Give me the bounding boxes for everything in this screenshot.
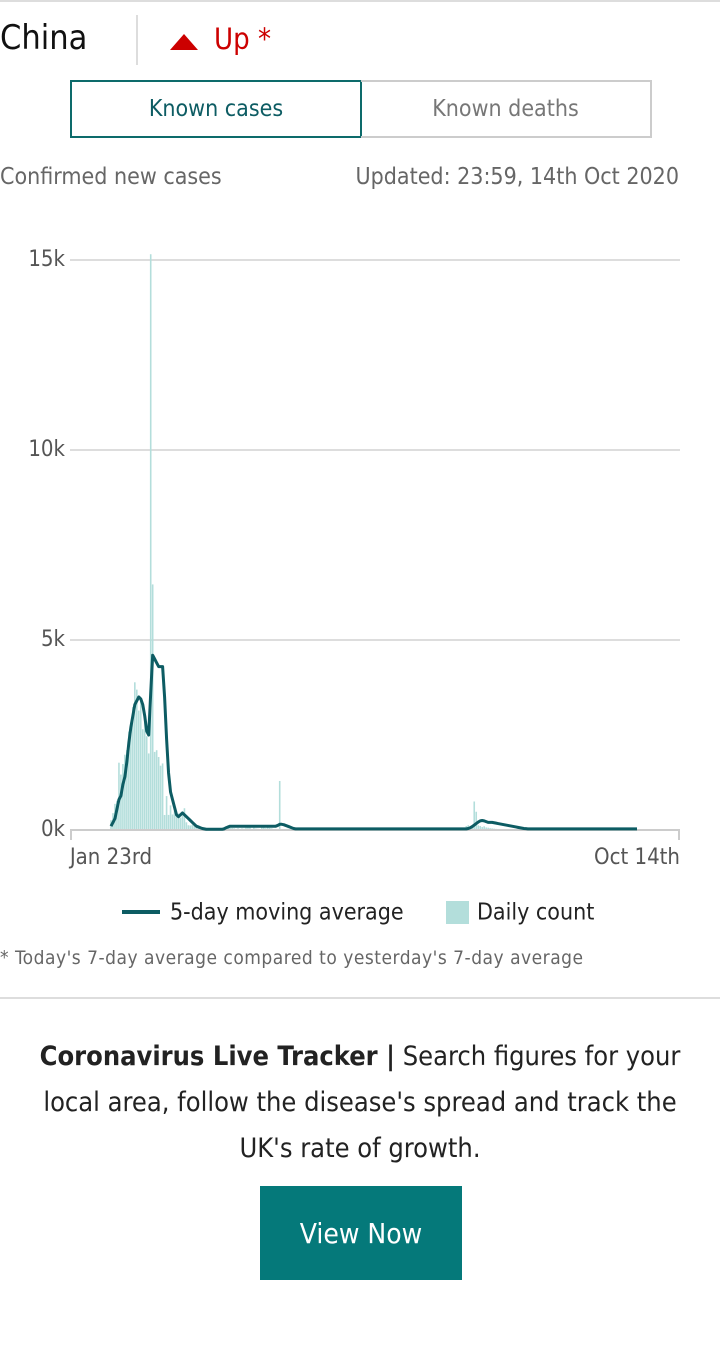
daily-bar (151, 584, 154, 830)
daily-bar (183, 808, 186, 830)
y-tick-label: 15k (28, 247, 65, 272)
chart-title: Confirmed new cases (0, 164, 222, 190)
promo-body: Search figures for your local area, foll… (43, 1041, 681, 1164)
daily-bar (245, 827, 247, 830)
daily-bar (132, 707, 134, 830)
daily-bar (173, 810, 176, 830)
daily-bar (143, 717, 146, 830)
legend-bar-swatch (446, 901, 469, 924)
daily-bar (124, 754, 126, 830)
daily-bar (161, 763, 164, 830)
daily-bar (229, 827, 231, 830)
country-name: China (0, 18, 88, 58)
daily-bar (155, 750, 158, 830)
daily-bar (261, 826, 263, 830)
x-tick-label: Jan 23rd (68, 845, 152, 870)
daily-bar (227, 827, 229, 830)
daily-bar (263, 825, 265, 830)
daily-bar (157, 757, 160, 830)
daily-bar (268, 827, 271, 830)
daily-bar (278, 780, 281, 830)
daily-bar (120, 774, 122, 830)
tab-known-deaths[interactable]: Known deaths (361, 80, 652, 138)
daily-bar (185, 822, 188, 830)
promo-text: Coronavirus Live Tracker | Search figure… (20, 1034, 700, 1172)
y-tick-label: 10k (28, 437, 65, 462)
daily-bar (147, 753, 150, 830)
chart: 5-day moving average Daily count 0k 5k 10k… (28, 247, 680, 926)
daily-bar (136, 689, 138, 830)
daily-bar (153, 751, 156, 830)
daily-bar (171, 814, 174, 830)
daily-bar (126, 750, 128, 830)
trend-label: Up * (214, 22, 271, 56)
legend-label: 5-day moving average (170, 900, 404, 926)
daily-bar (253, 827, 255, 830)
daily-bar (247, 826, 249, 830)
x-tick-label: Oct 14th (594, 845, 680, 870)
divider (136, 15, 138, 65)
separator (0, 997, 720, 999)
daily-bar (485, 827, 487, 830)
daily-bar (167, 814, 170, 830)
daily-bar (195, 826, 198, 830)
daily-bar (487, 827, 489, 830)
daily-bar (475, 811, 478, 830)
daily-bar (471, 827, 474, 830)
daily-bar (231, 827, 233, 830)
daily-bar (139, 701, 142, 830)
footnote: * Today's 7-day average compared to yest… (0, 947, 584, 969)
daily-bar (159, 765, 162, 830)
daily-bar (189, 825, 192, 830)
daily-bar (169, 805, 172, 830)
daily-bar (473, 801, 476, 830)
daily-bar (134, 682, 136, 830)
daily-bar (193, 824, 196, 830)
promo-title: Coronavirus Live Tracker | (39, 1041, 395, 1072)
daily-bar (191, 824, 194, 830)
daily-bar (128, 731, 130, 830)
legend-label: Daily count (477, 900, 594, 926)
daily-bar (187, 825, 190, 830)
moving-average-line (109, 653, 637, 831)
daily-bar (145, 736, 148, 830)
daily-bar (181, 813, 184, 830)
daily-bar (481, 826, 483, 830)
daily-bar (118, 762, 120, 830)
daily-bar (141, 729, 144, 830)
trend-arrow (170, 34, 198, 50)
daily-bar (177, 813, 180, 830)
daily-bar (249, 826, 251, 830)
daily-bar (175, 814, 178, 830)
daily-bar (179, 817, 182, 830)
top-border (0, 0, 720, 2)
daily-bar (137, 710, 140, 830)
daily-bar (163, 814, 166, 830)
daily-bar (479, 826, 481, 830)
updated-time: Updated: 23:59, 14th Oct 2020 (355, 164, 679, 190)
y-tick-label: 5k (41, 627, 66, 652)
tab-known-cases[interactable]: Known cases (70, 80, 362, 138)
daily-bar (477, 825, 480, 830)
daily-bar (130, 722, 132, 830)
daily-bar (149, 254, 152, 830)
y-tick-label: 0k (41, 817, 66, 842)
view-now-button[interactable]: View Now (260, 1186, 462, 1280)
daily-bar (122, 763, 124, 830)
daily-bar (165, 796, 168, 830)
daily-bar (267, 826, 269, 830)
daily-bar (483, 826, 485, 830)
